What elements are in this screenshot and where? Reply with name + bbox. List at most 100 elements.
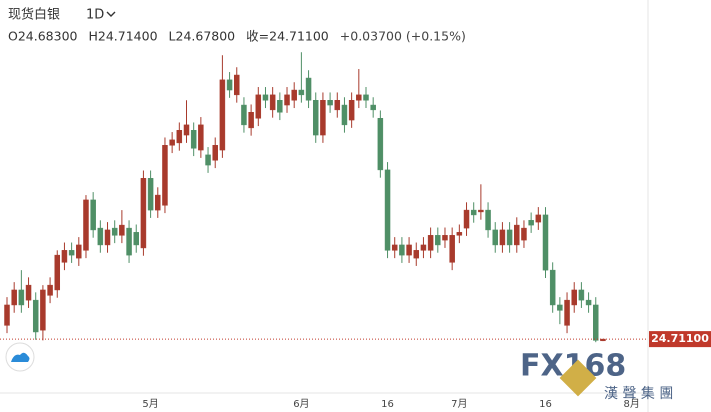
candle-body <box>255 94 262 119</box>
x-tick-label: 6月 <box>293 398 309 410</box>
candle-body <box>320 100 326 136</box>
interval-caret[interactable] <box>106 11 116 17</box>
candle-body <box>176 130 183 144</box>
candle-body <box>399 244 405 256</box>
ohlc-legend-item: L24.67800 <box>169 29 236 44</box>
candle-body <box>341 104 348 126</box>
candle-body <box>312 100 319 136</box>
header: 现货白银 1D <box>8 7 116 23</box>
candle-body <box>334 100 341 111</box>
candle-body <box>456 232 463 236</box>
candle-body <box>406 244 412 256</box>
candle-body <box>449 235 455 263</box>
candle-body <box>212 145 218 161</box>
candle-body <box>593 304 599 341</box>
candle-body <box>205 154 211 166</box>
interval[interactable]: 1D <box>86 8 104 23</box>
candle-body <box>32 299 39 333</box>
candle-body <box>277 100 283 113</box>
candle-body <box>219 79 226 151</box>
watermark: FX168 漢 聲 集 團 <box>520 349 673 403</box>
candle-body <box>291 89 297 101</box>
candle-body <box>485 209 491 231</box>
candle-body <box>585 299 592 306</box>
candle-body <box>549 269 556 306</box>
candle-body <box>119 224 125 236</box>
candle-body <box>162 145 168 206</box>
candle-body <box>133 232 139 246</box>
candle-body <box>557 304 563 311</box>
logo[interactable] <box>5 342 35 372</box>
logo-cloud[interactable] <box>11 352 30 362</box>
candle-body <box>327 100 333 106</box>
ohlc-legend-item: H24.71400 <box>88 29 157 44</box>
ohlc-legend-item: O24.68300 <box>8 29 78 44</box>
candle-body <box>348 100 355 121</box>
candle-body <box>298 89 305 96</box>
x-tick-label: 8月 <box>623 398 639 410</box>
candle-body <box>305 77 312 101</box>
ohlc-legend-item: +0.03700 (+0.15%) <box>340 29 466 44</box>
candle-body <box>284 94 290 106</box>
candle-body <box>183 124 190 136</box>
candle-body <box>18 289 25 306</box>
candle-body <box>61 250 68 263</box>
x-tick-label: 16 <box>381 399 394 410</box>
candle-body <box>83 199 89 251</box>
candle-body <box>370 104 376 111</box>
candle-body <box>578 289 585 301</box>
candle-body <box>47 284 53 296</box>
candle-body <box>248 112 254 129</box>
candle-body <box>542 214 549 271</box>
candle-body <box>528 220 534 226</box>
candle-body <box>226 79 233 91</box>
candle-body <box>506 229 513 246</box>
candle-body <box>470 209 477 216</box>
candle-body <box>40 289 46 331</box>
candle-body <box>90 199 96 231</box>
candles <box>4 52 606 343</box>
candle-body <box>571 289 577 306</box>
candle-body <box>514 224 520 246</box>
candle-body <box>76 244 82 259</box>
candle-body <box>356 94 362 101</box>
last-price-label: 24.71100 <box>651 332 709 345</box>
candle-body <box>377 118 384 171</box>
candle-body <box>198 124 204 151</box>
candle-body <box>190 130 197 149</box>
candle-body <box>241 104 247 126</box>
candle-body <box>104 229 111 246</box>
candle-body <box>97 227 104 246</box>
candle-body <box>4 304 10 326</box>
candle-body <box>147 178 154 211</box>
candle-body <box>25 284 32 301</box>
candle-body <box>521 227 527 241</box>
candle-body <box>11 289 17 306</box>
x-tick-label: 5月 <box>142 398 158 410</box>
candle-body <box>391 244 398 251</box>
candle-body <box>413 250 420 259</box>
candle-body <box>492 229 498 246</box>
candle-body <box>155 194 161 211</box>
candle-body <box>169 139 175 146</box>
candle-body <box>420 244 427 251</box>
watermark-diamond <box>559 359 597 397</box>
x-tick-label: 16 <box>539 399 552 410</box>
candle-body <box>384 169 391 251</box>
candle-body <box>234 74 240 96</box>
candle-body <box>363 94 369 101</box>
candle-body <box>564 299 570 326</box>
candle-body <box>126 227 132 256</box>
candle-body <box>499 229 506 246</box>
candle-body <box>54 254 61 291</box>
candle-body <box>427 235 434 251</box>
candle-body <box>600 338 606 342</box>
candle-body <box>442 235 448 241</box>
last-price-box <box>649 331 711 348</box>
candle-body <box>463 209 470 229</box>
candle-body <box>269 94 276 111</box>
candle-body <box>478 209 484 213</box>
candle-body <box>435 235 441 246</box>
